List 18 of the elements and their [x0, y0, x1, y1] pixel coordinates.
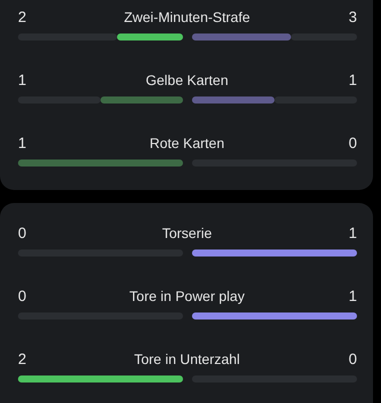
data-label: 1 — [348, 288, 357, 305]
data-label: 0 — [18, 288, 26, 305]
category-label: Rote Karten — [150, 135, 224, 151]
data-label: 0 — [348, 351, 357, 368]
category-label: Tore in Unterzahl — [134, 351, 240, 367]
data-label: 1 — [18, 135, 26, 152]
category-label: Gelbe Karten — [146, 72, 228, 88]
category-label: Zwei-Minuten-Strafe — [124, 9, 250, 25]
data-label: 0 — [348, 135, 357, 152]
data-label: 3 — [348, 9, 357, 26]
data-label: 2 — [18, 351, 26, 368]
data-label: 1 — [348, 225, 357, 242]
data-label: 1 — [348, 72, 357, 89]
category-label: Torserie — [162, 225, 212, 241]
data-label: 2 — [18, 9, 26, 26]
data-label: 1 — [18, 72, 26, 89]
category-label: Tore in Power play — [129, 288, 245, 304]
data-label: 0 — [18, 225, 26, 242]
